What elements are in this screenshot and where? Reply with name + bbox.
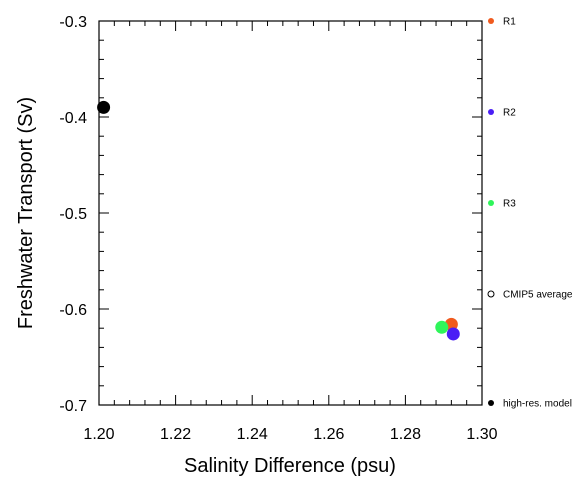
x-tick-label: 1.20	[83, 426, 114, 443]
plot-frame	[98, 20, 483, 406]
legend-marker	[488, 400, 494, 406]
legend-label: CMIP5 average	[503, 290, 573, 301]
y-tick-label: -0.5	[59, 206, 87, 223]
data-points	[97, 100, 460, 341]
legend-label: R3	[503, 199, 516, 210]
legend-marker	[488, 109, 494, 115]
legend-label: high-res. model	[503, 399, 572, 410]
x-axis-ticks: 1.20 1.22 1.24 1.26 1.28 1.30	[83, 21, 498, 443]
y-axis-ticks: -0.3 -0.4 -0.5 -0.6 -0.7	[59, 14, 482, 415]
legend-marker	[487, 290, 495, 298]
legend-label: R2	[503, 108, 516, 119]
x-tick-label: 1.30	[466, 426, 497, 443]
x-tick-label: 1.22	[160, 426, 191, 443]
legend: R1 R2 R3 CMIP5 average high-res. model	[487, 17, 573, 410]
data-point	[446, 327, 460, 341]
y-tick-label: -0.7	[59, 398, 87, 415]
x-tick-label: 1.28	[390, 426, 421, 443]
x-tick-label: 1.26	[313, 426, 344, 443]
legend-marker	[488, 18, 494, 24]
data-point	[97, 100, 111, 114]
y-tick-label: -0.3	[59, 14, 87, 31]
y-tick-label: -0.6	[59, 302, 87, 319]
y-tick-label: -0.4	[59, 110, 87, 127]
legend-marker	[488, 200, 494, 206]
data-point	[435, 320, 449, 334]
x-tick-label: 1.24	[237, 426, 268, 443]
y-axis-title: Freshwater Transport (Sv)	[15, 97, 37, 329]
legend-label: R1	[503, 17, 516, 28]
x-axis-title: Salinity Difference (psu)	[184, 455, 396, 477]
